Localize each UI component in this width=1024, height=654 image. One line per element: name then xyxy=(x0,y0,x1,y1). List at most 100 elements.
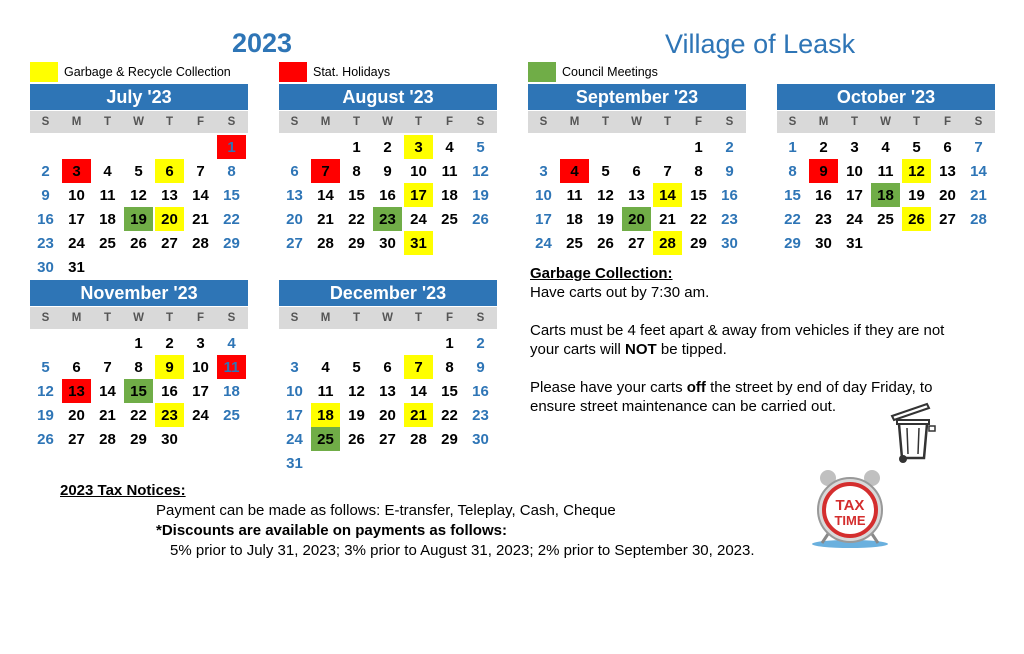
day-cell: 18 xyxy=(566,210,583,228)
day-cell: 25 xyxy=(566,234,583,252)
day-cell-garbage: 31 xyxy=(404,231,433,255)
day-cell-garbage: 20 xyxy=(155,207,184,231)
day-grid: 1 2 3 4 5 6 7 8 9 10 11 12 13 14 15 16 17 18 19 20 21 22 23 24 2… xyxy=(30,135,248,279)
day-cell: 30 xyxy=(472,430,489,448)
day-cell: 25 xyxy=(877,210,894,228)
weekday-label: T xyxy=(601,116,610,128)
day-cell-garbage: 17 xyxy=(404,183,433,207)
day-cell: 6 xyxy=(383,358,392,376)
village-title: Village of Leask xyxy=(665,29,856,59)
empty-cell xyxy=(61,331,92,355)
day-cell: 10 xyxy=(535,186,552,204)
garbage-line1: Have carts out by 7:30 am. xyxy=(530,284,710,301)
weekday-label: S xyxy=(227,116,236,128)
day-cell: 1 xyxy=(445,334,454,352)
day-cell-garbage: 14 xyxy=(653,183,682,207)
day-cell: 30 xyxy=(37,258,54,276)
day-cell: 23 xyxy=(472,406,489,424)
day-cell: 2 xyxy=(819,138,828,156)
legend-council: Council Meetings xyxy=(528,62,658,82)
day-cell: 16 xyxy=(379,186,396,204)
day-cell-holiday: 11 xyxy=(217,355,246,379)
empty-cell xyxy=(341,331,372,355)
day-cell: 5 xyxy=(912,138,921,156)
empty-cell xyxy=(621,135,652,159)
day-cell: 11 xyxy=(566,186,583,204)
month-august: August '23 S M T W T F S 1 2 3 4 5 6 7 8 9 10 11 12 13 14 15 16… xyxy=(279,84,497,255)
day-cell: 6 xyxy=(72,358,81,376)
day-cell: 30 xyxy=(721,234,738,252)
day-cell: 28 xyxy=(192,234,209,252)
day-cell: 28 xyxy=(317,234,334,252)
day-cell: 4 xyxy=(227,334,236,352)
day-cell: 4 xyxy=(321,358,330,376)
month-title: December '23 xyxy=(279,280,497,306)
day-cell: 12 xyxy=(348,382,365,400)
month-title: November '23 xyxy=(30,280,248,306)
day-cell: 1 xyxy=(134,334,143,352)
day-cell: 2 xyxy=(725,138,734,156)
day-cell: 17 xyxy=(68,210,85,228)
year-title: 2023 xyxy=(232,28,293,58)
weekday-label: S xyxy=(974,116,983,128)
weekday-label: T xyxy=(663,116,672,128)
day-cell: 3 xyxy=(196,334,205,352)
weekday-label: F xyxy=(445,312,454,324)
weekday-label: F xyxy=(694,116,703,128)
month-december: December '23 S M T W T F S 1 2 3 4 5 6 7 8 9 10 11 12 13 14 15… xyxy=(279,280,497,475)
garbage-swatch xyxy=(30,62,58,82)
day-cell-garbage: 23 xyxy=(155,403,184,427)
day-cell: 24 xyxy=(286,430,303,448)
weekday-label: S xyxy=(476,116,485,128)
day-cell: 29 xyxy=(130,430,147,448)
garbage-bin-icon xyxy=(890,402,936,463)
day-cell: 24 xyxy=(846,210,863,228)
day-cell-holiday: 1 xyxy=(217,135,246,159)
day-cell-council: 23 xyxy=(373,207,402,231)
day-cell: 1 xyxy=(352,138,361,156)
day-cell: 16 xyxy=(721,186,738,204)
day-cell: 13 xyxy=(161,186,178,204)
day-cell: 10 xyxy=(410,162,427,180)
empty-cell xyxy=(92,331,123,355)
empty-cell xyxy=(123,135,154,159)
holiday-swatch xyxy=(279,62,307,82)
day-cell: 22 xyxy=(348,210,365,228)
day-cell: 11 xyxy=(99,186,116,204)
month-november: November '23 S M T W T F S 1 2 3 4 5 6 7 8 9 10 11 12 13 14 15… xyxy=(30,280,248,451)
day-cell: 30 xyxy=(161,430,178,448)
day-cell-garbage: 18 xyxy=(311,403,340,427)
day-cell: 7 xyxy=(196,162,205,180)
day-cell: 19 xyxy=(348,406,365,424)
day-cell: 26 xyxy=(348,430,365,448)
day-cell: 11 xyxy=(877,162,894,180)
day-cell: 22 xyxy=(223,210,240,228)
month-october: October '23 S M T W T F S 1 2 3 4 5 6 7 8 9 10 11 12 13 14 15 1… xyxy=(777,84,995,255)
day-grid: 1 2 3 4 5 6 7 8 9 10 11 12 13 14 15 16 17 18 19 20 21 22 23 24 2… xyxy=(528,135,746,255)
day-cell: 19 xyxy=(37,406,54,424)
day-cell: 10 xyxy=(68,186,85,204)
weekday-label: T xyxy=(352,312,361,324)
weekday-label: S xyxy=(290,116,299,128)
day-cell: 18 xyxy=(441,186,458,204)
day-cell: 30 xyxy=(379,234,396,252)
day-cell: 2 xyxy=(383,138,392,156)
day-cell-holiday: 13 xyxy=(62,379,91,403)
day-cell: 13 xyxy=(379,382,396,400)
day-cell: 5 xyxy=(352,358,361,376)
garbage-info: Garbage Collection: Have carts out by 7:… xyxy=(530,264,970,416)
day-cell: 20 xyxy=(68,406,85,424)
weekday-label: W xyxy=(631,116,642,128)
day-cell: 22 xyxy=(784,210,801,228)
weekday-label: T xyxy=(912,116,921,128)
day-cell: 28 xyxy=(410,430,427,448)
day-cell-garbage: 3 xyxy=(404,135,433,159)
day-cell: 21 xyxy=(99,406,116,424)
day-cell: 16 xyxy=(37,210,54,228)
day-cell: 17 xyxy=(286,406,303,424)
empty-cell xyxy=(92,135,123,159)
